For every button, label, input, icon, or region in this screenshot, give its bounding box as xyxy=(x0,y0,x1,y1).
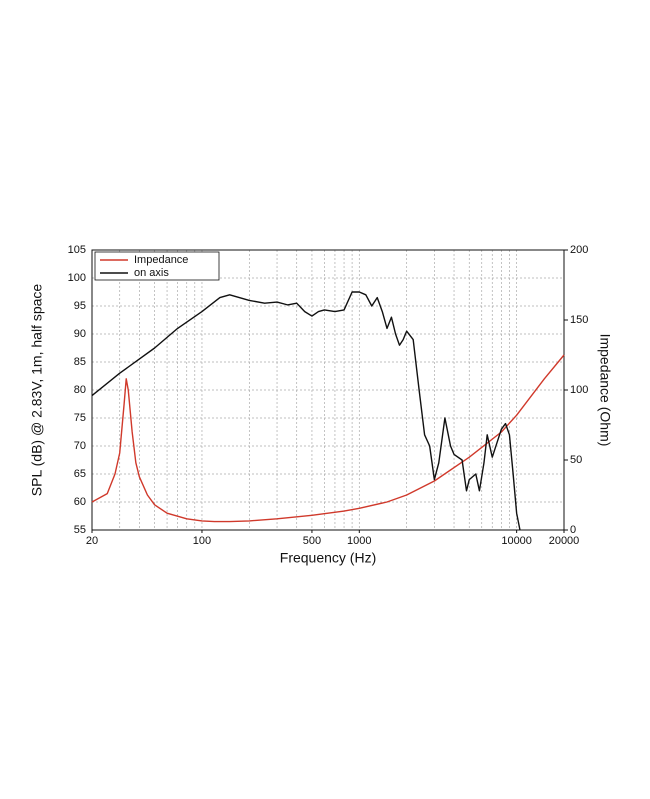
y-tick-label: 70 xyxy=(74,440,86,452)
y-tick-label: 85 xyxy=(74,356,86,368)
y2-tick-label: 200 xyxy=(570,244,588,256)
y-tick-label: 75 xyxy=(74,412,86,424)
y-tick-label: 90 xyxy=(74,328,86,340)
y-tick-label: 100 xyxy=(68,272,86,284)
x-tick-label: 500 xyxy=(303,535,321,547)
y2-axis-label: Impedance (Ohm) xyxy=(597,334,613,447)
y2-tick-label: 50 xyxy=(570,454,582,466)
legend-box xyxy=(94,251,220,281)
legend-label: on axis xyxy=(134,267,169,279)
y2-tick-label: 100 xyxy=(570,384,588,396)
legend-label: Impedance xyxy=(134,254,188,266)
y-tick-label: 95 xyxy=(74,300,86,312)
y2-tick-label: 150 xyxy=(570,314,588,326)
x-tick-label: 20000 xyxy=(549,535,580,547)
y2-tick-label: 0 xyxy=(570,524,576,536)
y-tick-label: 55 xyxy=(74,524,86,536)
y-tick-label: 60 xyxy=(74,496,86,508)
y-tick-label: 105 xyxy=(68,244,86,256)
y-axis-label: SPL (dB) @ 2.83V, 1m, half space xyxy=(29,284,45,497)
x-axis-label: Frequency (Hz) xyxy=(280,550,376,566)
x-tick-label: 100 xyxy=(193,535,211,547)
y-tick-label: 65 xyxy=(74,468,86,480)
y-tick-label: 80 xyxy=(74,384,86,396)
x-tick-label: 10000 xyxy=(501,535,532,547)
plot-border xyxy=(91,249,565,531)
x-tick-label: 1000 xyxy=(347,535,371,547)
series-line xyxy=(91,291,521,531)
x-tick-label: 20 xyxy=(86,535,98,547)
series-line xyxy=(91,354,565,523)
